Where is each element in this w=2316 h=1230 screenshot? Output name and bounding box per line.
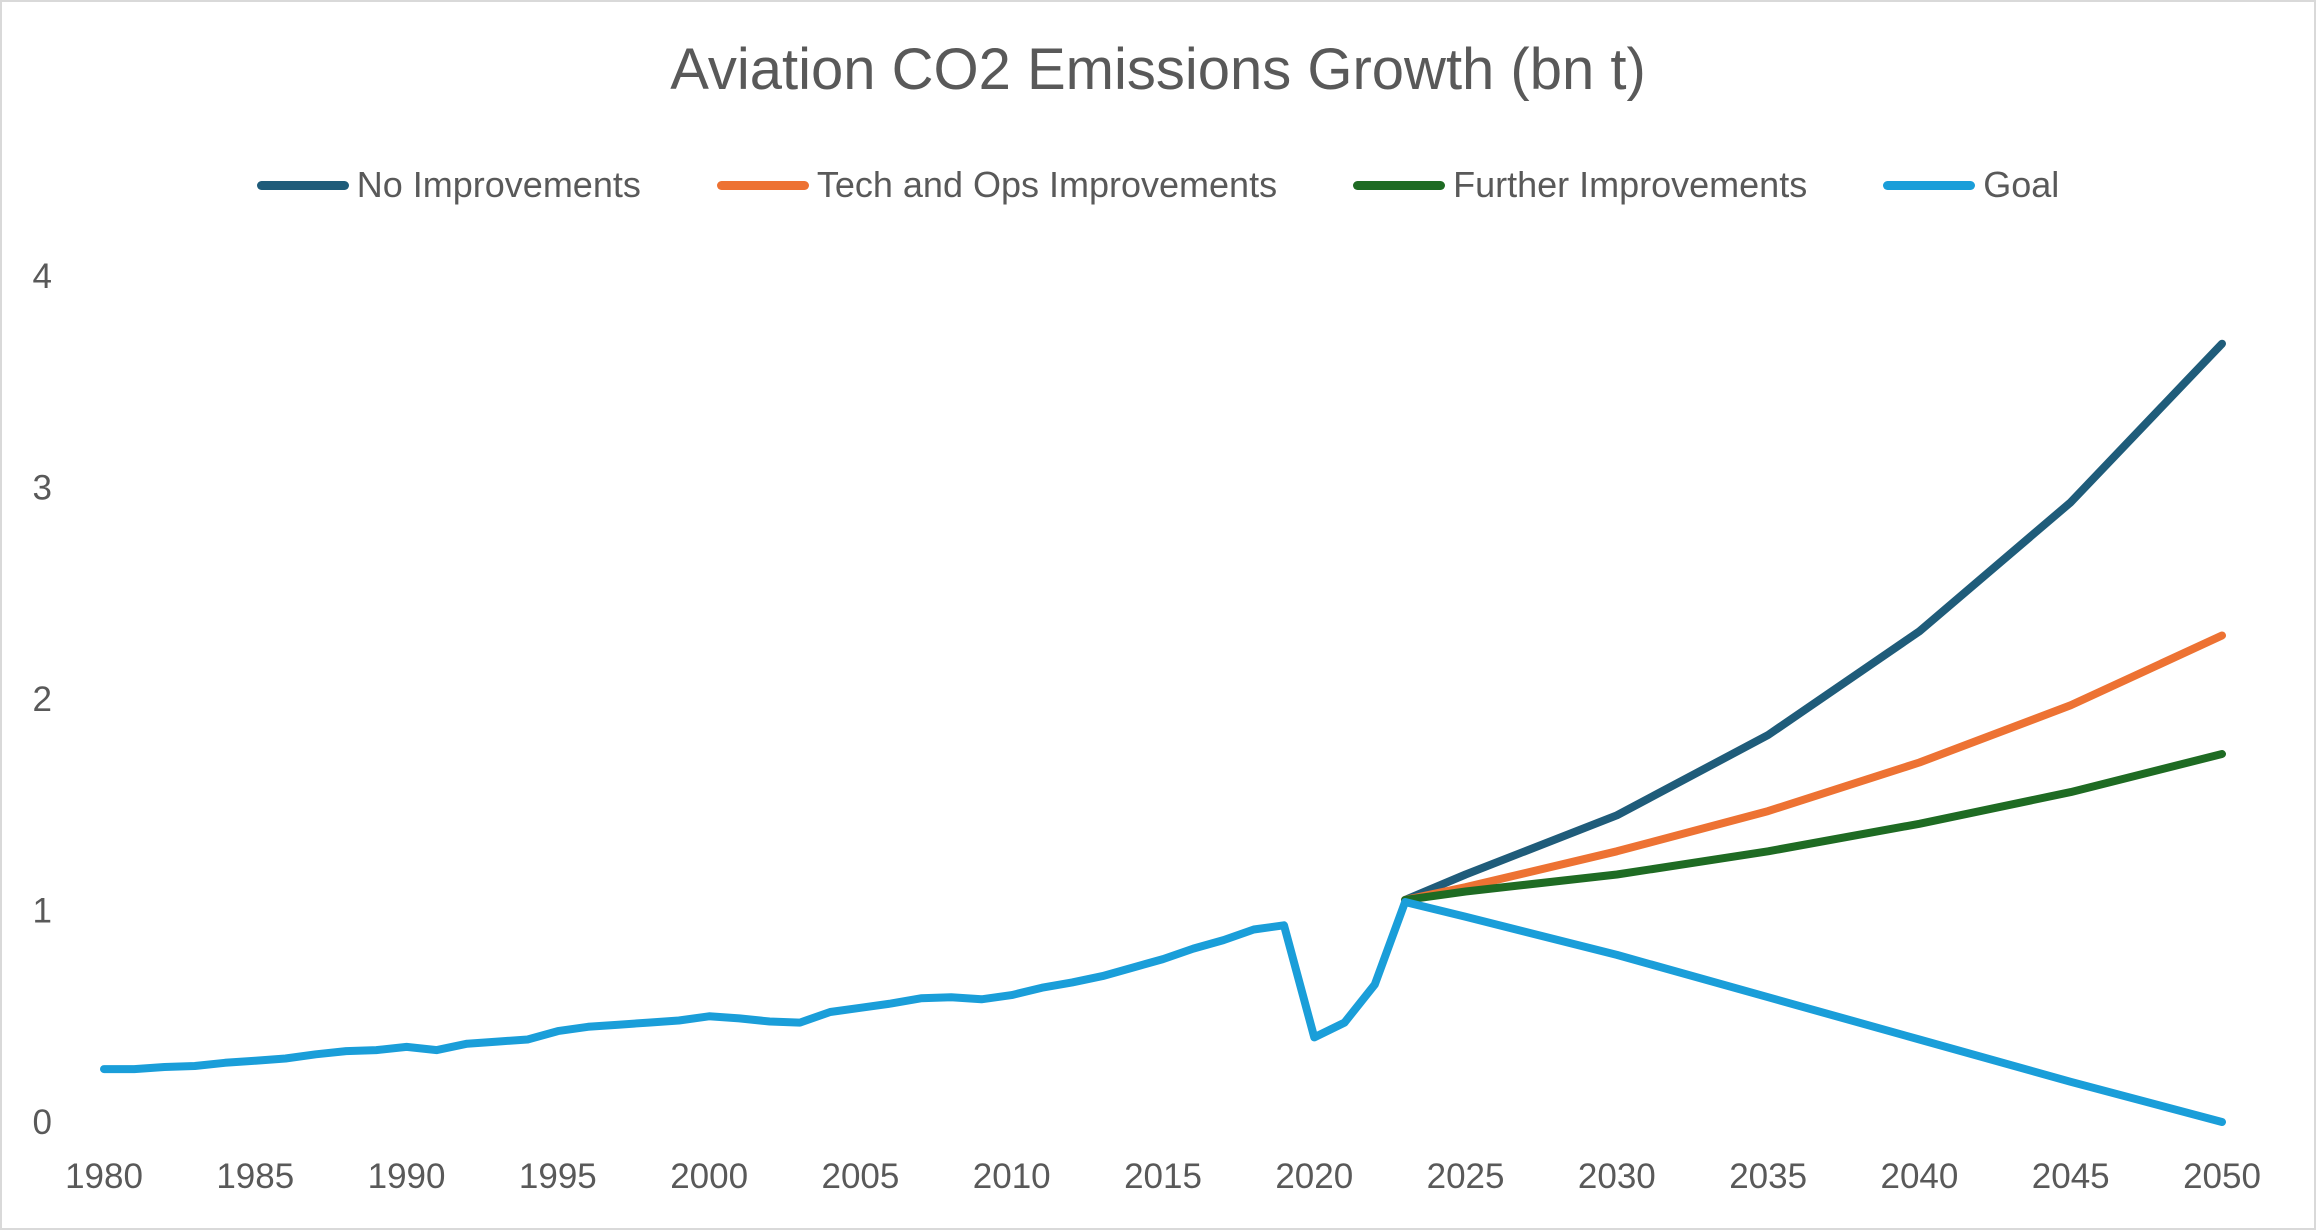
x-tick-label: 1980 [65, 1157, 143, 1196]
series-line-tech-and-ops-improvements [1405, 636, 2222, 900]
x-tick-label: 2000 [670, 1157, 748, 1196]
x-tick-label: 2045 [2032, 1157, 2110, 1196]
x-tick-label: 2035 [1729, 1157, 1807, 1196]
y-tick-label: 4 [33, 257, 52, 296]
x-tick-label: 1995 [519, 1157, 597, 1196]
x-tick-label: 2015 [1124, 1157, 1202, 1196]
x-tick-label: 2010 [973, 1157, 1051, 1196]
x-tick-label: 2005 [821, 1157, 899, 1196]
x-tick-label: 2020 [1275, 1157, 1353, 1196]
x-tick-label: 1990 [368, 1157, 446, 1196]
plot-area: 0 1 2 3 4 1980 1985 1990 1995 2000 2005 2010 2015 202… [0, 0, 2316, 1230]
y-tick-label: 0 [33, 1103, 52, 1142]
y-tick-label: 1 [33, 892, 52, 931]
y-tick-label: 2 [33, 680, 52, 719]
series-line-further-improvements [1405, 754, 2222, 900]
x-tick-label: 2030 [1578, 1157, 1656, 1196]
series-line-no-improvements [1405, 344, 2222, 900]
series-line-goal [104, 902, 2222, 1122]
x-tick-label: 2050 [2183, 1157, 2261, 1196]
x-tick-label: 2025 [1427, 1157, 1505, 1196]
y-tick-label: 3 [33, 469, 52, 508]
x-tick-label: 2040 [1880, 1157, 1958, 1196]
x-tick-label: 1985 [216, 1157, 294, 1196]
